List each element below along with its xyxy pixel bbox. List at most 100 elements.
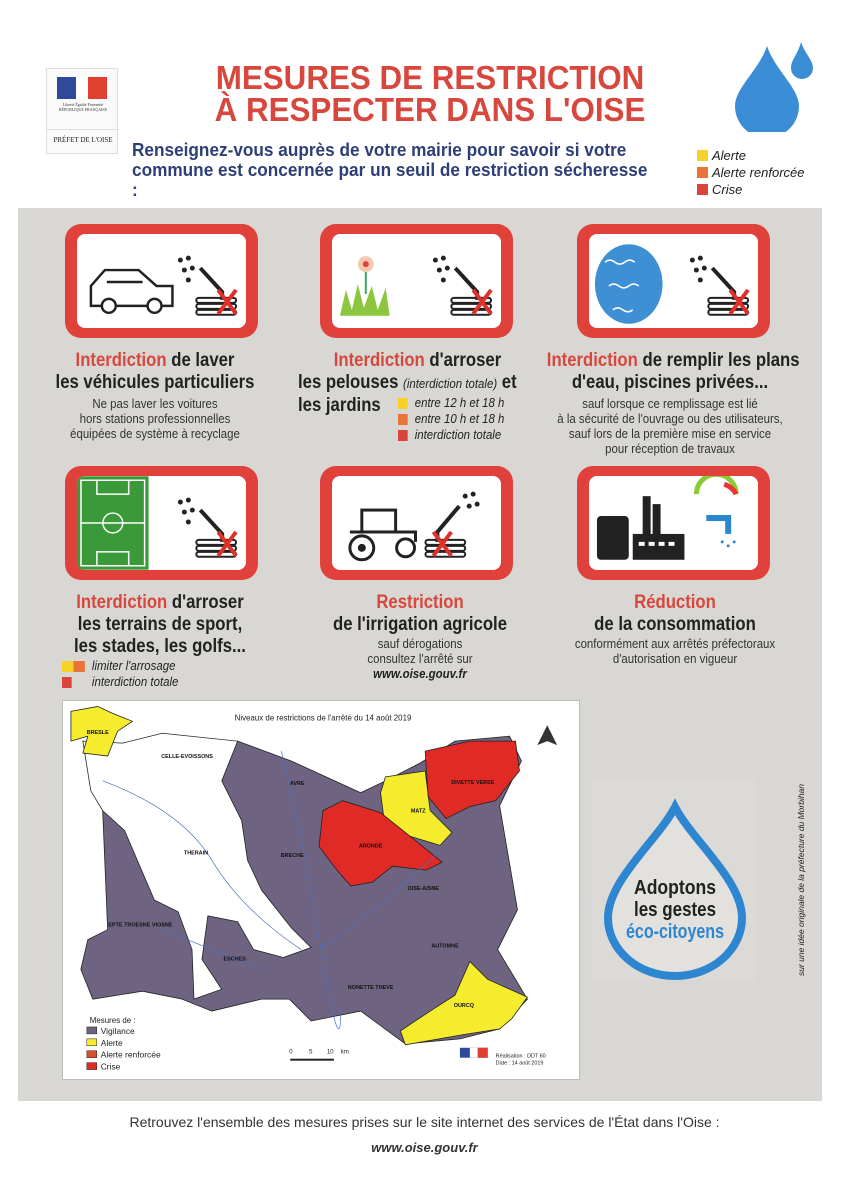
measure-keyword: Interdiction [75, 350, 167, 371]
legend-title: Mesures de : [90, 1016, 136, 1025]
measure-title-line2: d'eau, piscines privées... [571, 372, 769, 393]
map-date: Date : 14 août 2019 [496, 1061, 544, 1067]
scale-bar: 0 5 10 km [289, 1050, 349, 1061]
legend-label: Alerte renforcée [101, 1050, 161, 1060]
scale-tick: 0 [289, 1050, 293, 1056]
water-drop-outline-icon [603, 798, 747, 980]
region-label: AUTOMNE [431, 944, 459, 950]
marianne-flag-icon [57, 77, 107, 99]
legend-text: interdiction totale [414, 427, 502, 442]
detail: consultez l'arrêté sur [367, 651, 473, 666]
prefecture-name: PRÉFET DE L'OISE [47, 129, 119, 144]
measure-title: de laver [166, 350, 235, 371]
measure-keyword: Restriction [376, 592, 464, 613]
measure-sports: Interdiction d'arroser les terrains de s… [40, 592, 280, 690]
scale-tick: 10 [327, 1050, 334, 1056]
detail: équipées de système à recyclage [70, 426, 240, 441]
measure-consumption: Réduction de la consommation conformémen… [545, 592, 805, 666]
car-wash-icon [65, 224, 258, 338]
detail: sauf lors de la première mise en service [568, 426, 772, 441]
detail: conformément aux arrêtés préfectoraux [574, 636, 776, 651]
footer-text: Retrouvez l'ensemble des mesures prises … [129, 1114, 720, 1130]
legend-text: entre 10 h et 18 h [414, 411, 505, 426]
page-title: MESURES DE RESTRICTION À RESPECTER DANS … [164, 59, 696, 128]
detail: à la sécurité de l'ouvrage ou des utilis… [557, 411, 783, 426]
measure-irrigation: Restriction de l'irrigation agricole sau… [300, 592, 540, 681]
measure-title-line2: de la consommation [594, 614, 756, 635]
level-label: Alerte [712, 148, 746, 163]
region-label: ESCHES [223, 956, 246, 962]
map-credit: Réalisation : DDT 60 [496, 1054, 546, 1060]
tractor-irrigation-icon [320, 466, 513, 580]
level-crise: Crise [697, 181, 805, 198]
measure-title-line2: les pelouses [298, 372, 399, 393]
detail: d'autorisation en vigueur [612, 651, 738, 666]
legend-label: Vigilance [101, 1026, 135, 1036]
legend-text: limiter l'arrosage [91, 658, 176, 673]
level-alerte-renforcee: Alerte renforcée [697, 164, 805, 181]
measure-title: de remplir les plans [637, 350, 800, 371]
region-label: CELLE-EVOISSONS [161, 754, 213, 760]
measure-title: d'arroser [167, 592, 244, 613]
subtitle-line-2: commune est concernée par un seuil de re… [132, 159, 648, 200]
measure-keyword: Interdiction [333, 350, 425, 371]
region-label: EPTE TROESNE VIOSNE [108, 923, 172, 929]
measure-title-line3: les stades, les golfs... [74, 636, 246, 657]
pool-filling-icon [577, 224, 770, 338]
oise-website-link[interactable]: www.oise.gouv.fr [373, 666, 467, 681]
legend-label: Alerte [101, 1038, 123, 1048]
scale-tick: 5 [309, 1050, 313, 1056]
eco-line-1: Adoptons [634, 877, 716, 899]
legend-text: interdiction totale [91, 674, 179, 689]
region-label: AVRE [290, 781, 305, 787]
legend-label: Crise [101, 1062, 121, 1072]
footer-website-link[interactable]: www.oise.gouv.fr [371, 1140, 478, 1155]
measure-car-wash: Interdiction de laver les véhicules part… [40, 350, 270, 441]
title-line-1: MESURES DE RESTRICTION [215, 59, 645, 96]
measure-note: (interdiction totale) [403, 376, 498, 391]
prefecture-logo: Liberté Égalité Fraternité RÉPUBLIQUE FR… [46, 68, 119, 154]
region-ourcq [399, 960, 529, 1046]
detail: sauf lorsque ce remplissage est lié [582, 396, 758, 411]
measure-keyword: Interdiction [546, 350, 638, 371]
scale-tick: km [341, 1050, 349, 1056]
level-alerte: Alerte [697, 147, 805, 164]
region-label: BRESLE [87, 730, 109, 736]
measure-keyword: Réduction [634, 592, 716, 613]
region-divette-verse [424, 740, 520, 820]
restriction-map: Niveaux de restrictions de l'arrêté du 1… [62, 700, 580, 1080]
detail: hors stations professionnelles [79, 411, 231, 426]
industry-icon [577, 466, 770, 580]
subtitle-line-1: Renseignez-vous auprès de votre mairie p… [132, 139, 627, 160]
north-arrow-icon [537, 725, 558, 746]
measure-title-line2: les véhicules particuliers [55, 372, 255, 393]
subtitle: Renseignez-vous auprès de votre mairie p… [132, 140, 653, 200]
measure-title-and: et [497, 372, 517, 393]
region-label: ARONDE [359, 843, 383, 849]
detail: Ne pas laver les voitures [92, 396, 218, 411]
detail: sauf dérogations [377, 636, 463, 651]
eco-citizen-badge: Adoptons les gestes éco-citoyens [592, 780, 756, 980]
detail: pour réception de travaux [605, 441, 735, 456]
garden-watering-icon [320, 224, 513, 338]
sports-field-icon [65, 466, 258, 580]
measure-title-line3: les jardins [298, 395, 381, 416]
title-line-2: À RESPECTER DANS L'OISE [214, 91, 646, 128]
measure-title: d'arroser [424, 350, 502, 371]
measure-title-line2: de l'irrigation agricole [332, 614, 507, 635]
region-label: THERAIN [184, 850, 208, 856]
region-label: OISE-AISNE [407, 886, 439, 892]
level-label: Alerte renforcée [712, 165, 805, 180]
level-legend: Alerte Alerte renforcée Crise [697, 147, 805, 198]
side-note: sur une idée originale de la préfecture … [797, 783, 806, 976]
side-note-text: sur une idée originale de la préfecture … [797, 783, 806, 976]
region-bresle [70, 706, 134, 757]
region-label: BRECHE [281, 853, 304, 859]
measure-pool: Interdiction de remplir les plans d'eau,… [530, 350, 810, 456]
region-aronde [318, 800, 443, 887]
region-label: OURCQ [454, 1003, 474, 1009]
map-title: Niveaux de restrictions de l'arrêté du 1… [235, 713, 412, 722]
eco-line-2: les gestes [634, 899, 716, 921]
region-label: NONETTE THEVE [348, 985, 394, 991]
measure-garden: Interdiction d'arroser les pelouses (int… [290, 350, 545, 443]
